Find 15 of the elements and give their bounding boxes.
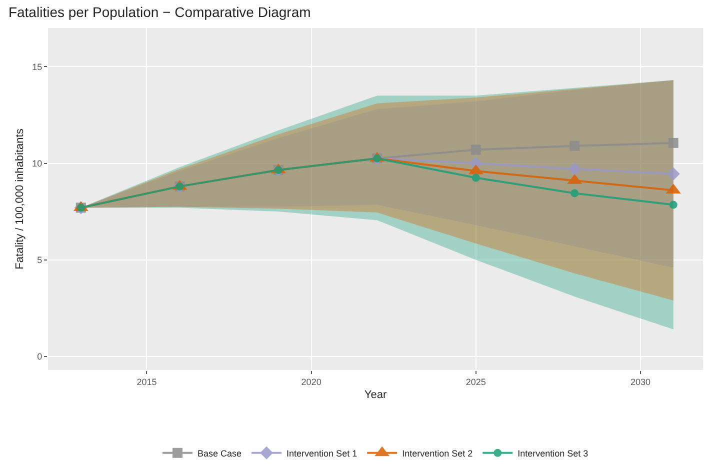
x-tick-label: 2020: [301, 376, 322, 387]
y-tick-label: 15: [32, 62, 42, 72]
x-axis-title: Year: [364, 389, 387, 401]
legend-label: Intervention Set 2: [402, 448, 473, 458]
y-tick-label: 10: [32, 158, 42, 168]
y-axis-title: Fatality / 100,000 inhabitants: [14, 128, 26, 270]
y-tick-label: 0: [37, 352, 42, 362]
x-tick-label: 2025: [466, 376, 486, 387]
legend-label: Base Case: [198, 448, 242, 458]
x-tick-label: 2030: [630, 376, 650, 387]
legend-label: Intervention Set 3: [518, 448, 588, 458]
legend-label: Intervention Set 1: [286, 448, 358, 458]
x-tick-label: 2015: [136, 376, 157, 387]
y-tick-label: 5: [37, 255, 42, 266]
chart-title: Fatalities per Population − Comparative Diagram: [8, 4, 311, 20]
